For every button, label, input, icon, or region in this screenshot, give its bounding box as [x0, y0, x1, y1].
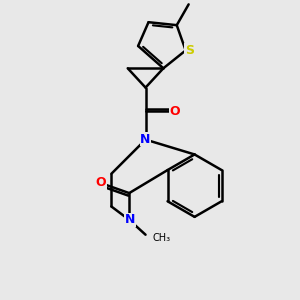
Text: S: S	[185, 44, 194, 57]
Text: N: N	[124, 213, 135, 226]
Text: N: N	[140, 133, 151, 146]
Text: CH₃: CH₃	[153, 233, 171, 243]
Text: O: O	[96, 176, 106, 189]
Text: O: O	[169, 105, 180, 118]
